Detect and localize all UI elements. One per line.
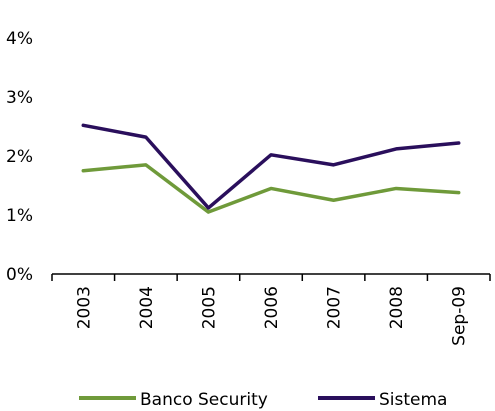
series-layer	[81, 123, 461, 214]
y-axis-ticks: 0% 1% 2% 3% 4%	[6, 29, 33, 285]
y-tick-label: 2%	[6, 147, 33, 167]
x-tick-label: 2004	[137, 286, 157, 329]
x-tick-label: 2003	[74, 286, 94, 329]
x-tick-label: Sep-09	[450, 286, 470, 346]
y-tick-label: 3%	[6, 88, 33, 108]
y-tick-label: 1%	[6, 206, 33, 226]
x-tick-label: 2005	[199, 286, 219, 329]
x-tick-label: 2008	[387, 286, 407, 329]
x-tick-label: 2006	[262, 286, 282, 329]
y-tick-label: 4%	[6, 29, 33, 49]
legend: Banco Security Sistema	[79, 390, 447, 410]
x-axis-ticks: 2003 2004 2005 2006 2007 2008 Sep-09	[51, 274, 491, 346]
legend-label-1: Sistema	[379, 390, 447, 410]
x-tick-label: 2007	[325, 286, 345, 329]
y-tick-label: 0%	[6, 265, 33, 285]
legend-label-0: Banco Security	[140, 390, 268, 410]
